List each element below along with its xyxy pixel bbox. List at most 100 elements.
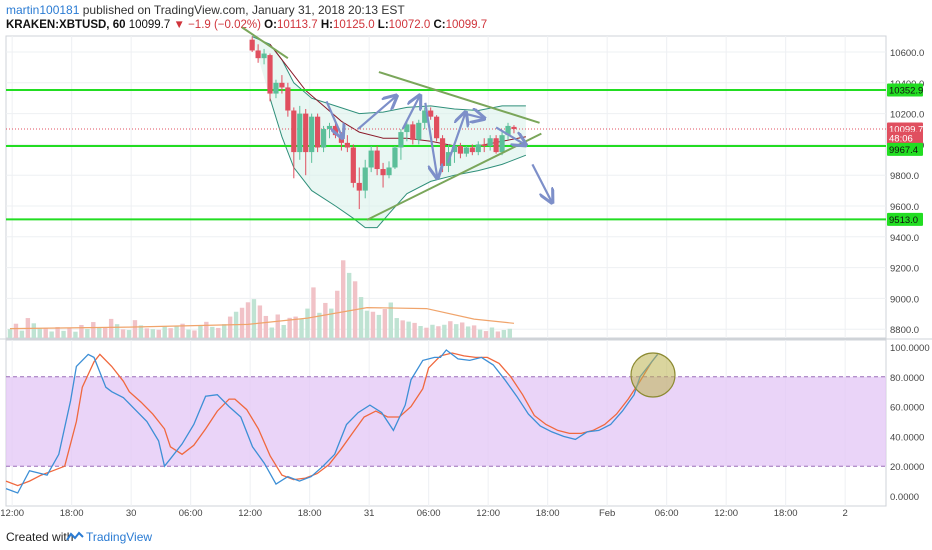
price-tick-label: 9400.0 bbox=[890, 233, 919, 244]
volume-bar bbox=[311, 287, 316, 338]
volume-bar bbox=[442, 324, 447, 338]
candle bbox=[309, 116, 315, 153]
candle bbox=[422, 110, 428, 123]
volume-bar bbox=[239, 307, 245, 338]
candle bbox=[499, 135, 505, 153]
candle bbox=[386, 167, 392, 176]
candle bbox=[380, 169, 386, 176]
candle bbox=[416, 122, 422, 140]
candle bbox=[297, 113, 303, 153]
volume-bar bbox=[430, 324, 435, 338]
arrow-drawing bbox=[357, 97, 395, 130]
tradingview-link[interactable]: TradingView bbox=[86, 530, 153, 544]
volume-bar bbox=[299, 319, 304, 338]
volume-bar bbox=[460, 322, 465, 338]
publish-line: martin100181 published on TradingView.co… bbox=[6, 3, 405, 17]
candle bbox=[487, 138, 493, 146]
candle bbox=[428, 110, 434, 117]
volume-bar bbox=[424, 327, 429, 338]
candle bbox=[320, 129, 327, 148]
candle bbox=[511, 126, 517, 130]
candle bbox=[303, 113, 309, 153]
volume-bar bbox=[150, 329, 155, 338]
arrow-drawing bbox=[495, 126, 525, 144]
time-tick-label: 18:00 bbox=[298, 508, 322, 519]
volume-bar bbox=[346, 272, 352, 338]
volume-bar bbox=[448, 321, 453, 338]
symbol-name[interactable]: KRAKEN:XBTUSD, 60 bbox=[6, 19, 126, 31]
volume-bar bbox=[275, 314, 280, 338]
trendline bbox=[378, 71, 540, 124]
author-link[interactable]: martin100181 bbox=[6, 3, 80, 17]
volume-bar bbox=[465, 326, 471, 338]
candle bbox=[350, 147, 356, 183]
volume-ma-line bbox=[9, 306, 515, 330]
stochastic-pane bbox=[5, 349, 676, 494]
volume-bar bbox=[49, 331, 54, 338]
stoch-d-line bbox=[5, 352, 659, 487]
candle bbox=[404, 124, 410, 133]
volume-bar bbox=[138, 325, 144, 338]
volume-bar bbox=[317, 312, 322, 338]
candle bbox=[267, 55, 273, 94]
close-value: 10099.7 bbox=[445, 19, 488, 31]
arrow-drawing bbox=[325, 100, 342, 136]
candle bbox=[451, 145, 458, 153]
price-tick-label: 10600.0 bbox=[890, 48, 924, 59]
time-tick-label: 18:00 bbox=[536, 508, 560, 519]
arrow-drawing bbox=[401, 97, 420, 130]
candle bbox=[505, 125, 511, 136]
volume-bar bbox=[168, 328, 173, 338]
candle bbox=[374, 150, 380, 170]
stoch-tick-label: 40.0000 bbox=[890, 432, 924, 443]
open-value: 10113.7 bbox=[276, 19, 318, 31]
high-value: 10125.0 bbox=[333, 19, 375, 31]
volume-bar bbox=[341, 260, 346, 338]
candle bbox=[469, 147, 475, 153]
price-tick-label: 9600.0 bbox=[890, 202, 919, 213]
close-label: C: bbox=[433, 19, 446, 31]
candle bbox=[356, 182, 362, 191]
volume-bar bbox=[37, 328, 42, 338]
candle bbox=[279, 82, 285, 88]
time-tick-label: 18:00 bbox=[60, 508, 84, 519]
volume-bar bbox=[55, 327, 60, 338]
chart-header: martin100181 published on TradingView.co… bbox=[0, 0, 932, 36]
volume-bar bbox=[388, 302, 393, 338]
volume-bar bbox=[323, 302, 328, 338]
volume-bar bbox=[406, 321, 411, 338]
volume-bar bbox=[227, 316, 233, 338]
volume-bar bbox=[43, 327, 48, 338]
open-label: O: bbox=[264, 19, 277, 31]
price-label-box bbox=[887, 83, 923, 97]
arrow-drawing bbox=[424, 102, 437, 177]
candle bbox=[439, 138, 446, 166]
arrow-drawing bbox=[464, 114, 483, 119]
volume-bar bbox=[251, 299, 257, 338]
candle bbox=[392, 147, 398, 168]
volume-bar bbox=[126, 330, 132, 338]
volume-bar bbox=[293, 316, 298, 338]
volume-bar bbox=[103, 327, 108, 338]
candle bbox=[410, 124, 416, 140]
volume-bar bbox=[412, 322, 417, 338]
candle bbox=[273, 82, 279, 94]
volume-bar bbox=[156, 329, 161, 338]
volume-bar bbox=[418, 326, 423, 338]
time-tick-label: 06:00 bbox=[655, 508, 679, 519]
candle bbox=[315, 116, 321, 148]
candle bbox=[493, 138, 499, 153]
volume-bar bbox=[287, 317, 292, 338]
volume-bar bbox=[257, 305, 263, 338]
candle bbox=[368, 150, 374, 168]
volume-bar bbox=[114, 324, 120, 338]
low-label: L: bbox=[377, 19, 389, 31]
price-label-box bbox=[887, 212, 923, 226]
volume-bar bbox=[376, 314, 382, 338]
time-tick-label: 12:00 bbox=[714, 508, 738, 519]
stoch-tick-label: 0.0000 bbox=[890, 492, 919, 503]
volume-bar bbox=[382, 309, 388, 338]
price-tick-label: 8800.0 bbox=[890, 325, 919, 336]
price-label-text: 10352.9 bbox=[889, 86, 923, 97]
